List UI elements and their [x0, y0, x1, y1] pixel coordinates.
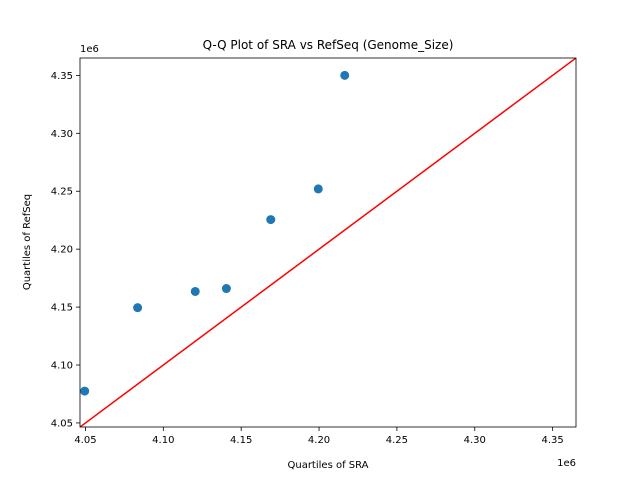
x-axis-offset-label: 1e6 [557, 458, 576, 469]
y-tick-label-1: 4.05 [51, 418, 73, 429]
y-tick-label-6: 4.30 [51, 129, 73, 140]
y-tick-label-5: 4.25 [51, 187, 73, 198]
x-tick-label-6: 4.30 [464, 435, 486, 446]
x-tick-label-1: 4.05 [74, 435, 96, 446]
data-point-7 [340, 70, 350, 80]
axes-frame [79, 57, 577, 428]
y-axis-label: Quartiles of RefSeq [22, 194, 33, 290]
y-tick-label-2: 4.10 [51, 361, 73, 372]
x-tick-label-7: 4.35 [542, 435, 564, 446]
data-point-5 [266, 215, 276, 225]
data-point-3 [190, 286, 200, 296]
x-tick-label-3: 4.15 [230, 435, 252, 446]
y-tick-label-3: 4.15 [51, 303, 73, 314]
plot-area: 4.05 4.10 4.15 4.20 4.25 4.30 4.35 4.05 4.10 4.15… [51, 57, 577, 446]
chart-title: Q-Q Plot of SRA vs RefSeq (Genome_Size) [203, 38, 454, 52]
x-tick-label-4: 4.20 [308, 435, 330, 446]
x-tick-label-5: 4.25 [386, 435, 408, 446]
x-axis-label: Quartiles of SRA [287, 460, 368, 471]
data-point-1 [80, 386, 90, 396]
reference-line [80, 58, 576, 427]
data-point-6 [313, 184, 323, 194]
x-tick-label-2: 4.10 [152, 435, 174, 446]
y-tick-label-4: 4.20 [51, 245, 73, 256]
y-tick-label-7: 4.35 [51, 71, 73, 82]
data-point-2 [133, 303, 143, 313]
data-point-4 [221, 284, 231, 294]
y-axis-offset-label: 1e6 [80, 44, 99, 55]
